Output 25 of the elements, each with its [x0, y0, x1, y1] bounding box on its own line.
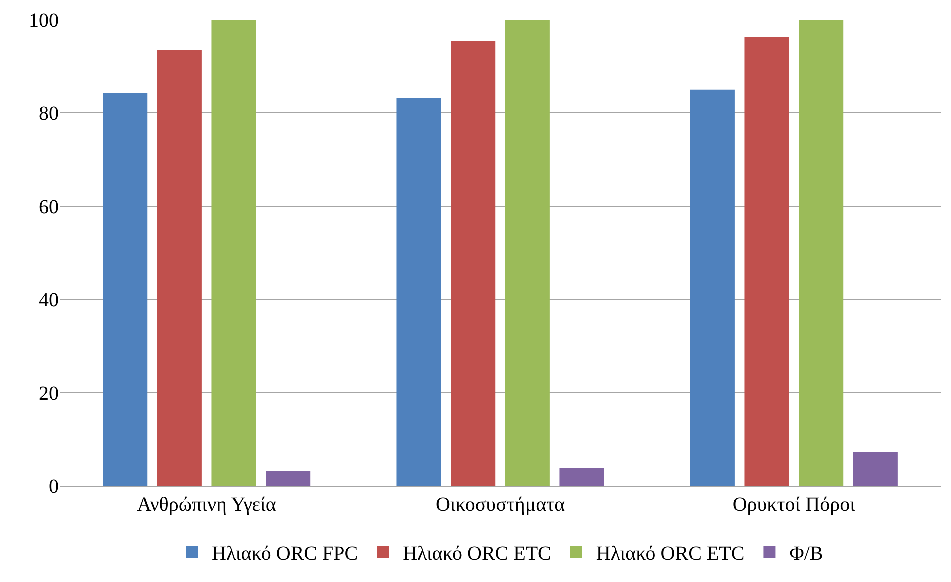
y-tick-label: 60: [39, 196, 59, 218]
bar: [505, 20, 550, 486]
x-tick-label: Ανθρώπινη Υγεία: [137, 494, 277, 516]
bar: [157, 50, 202, 486]
y-tick-label: 40: [39, 290, 59, 312]
bar: [451, 41, 496, 486]
legend-label: Φ/Β: [790, 542, 824, 565]
x-tick-label: Ορυκτοί Πόροι: [732, 494, 856, 516]
y-tick-label: 80: [39, 103, 59, 126]
legend-label: Ηλιακό ORC FPC: [212, 542, 358, 565]
bar: [799, 20, 844, 486]
bar: [560, 468, 604, 486]
bar: [853, 452, 898, 486]
bar: [396, 98, 442, 486]
bar: [103, 93, 148, 486]
bar: [690, 90, 735, 486]
y-tick-label: 20: [39, 382, 59, 405]
bar: [266, 472, 311, 486]
bar: [212, 20, 256, 486]
legend-label: Ηλιακό ORC ETC: [403, 542, 552, 565]
y-tick-label: 0: [49, 476, 59, 498]
bar: [744, 37, 790, 486]
legend-label: Ηλιακό ORC ETC: [596, 542, 745, 565]
y-tick-label: 100: [29, 10, 59, 32]
x-tick-label: Οικοσυστήματα: [436, 494, 566, 516]
